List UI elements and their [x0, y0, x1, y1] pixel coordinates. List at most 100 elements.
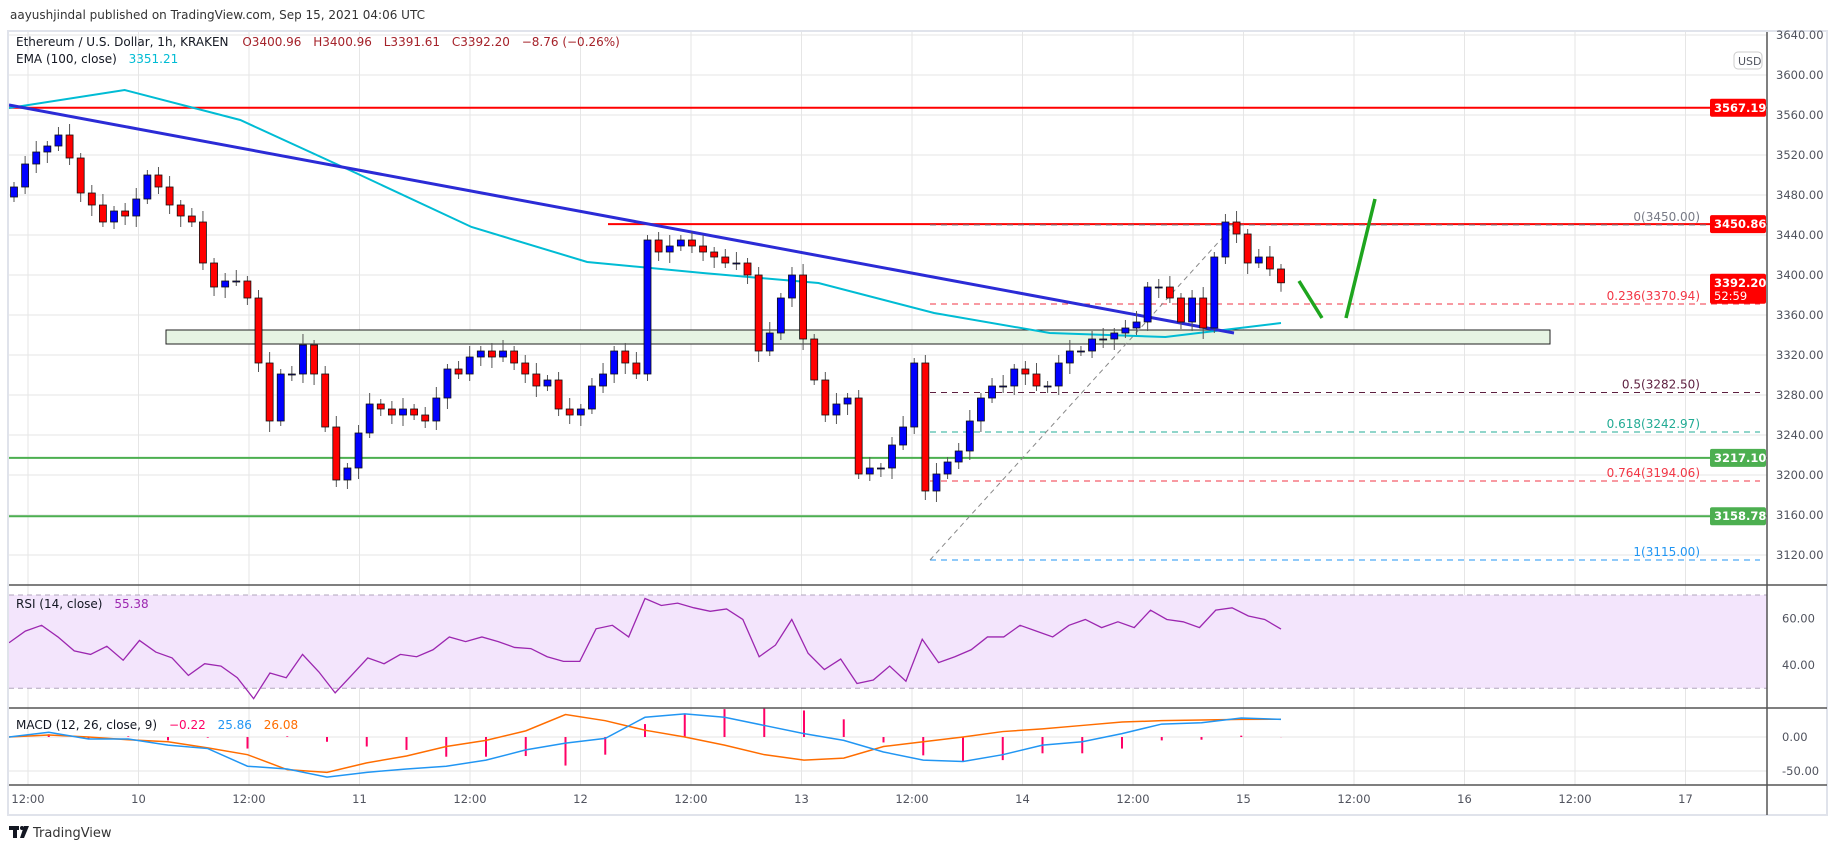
candle-body-up: [765, 332, 774, 352]
candle: [910, 358, 919, 434]
candle: [465, 346, 474, 381]
candle-body-down: [821, 379, 830, 416]
candle-body-up: [954, 450, 963, 463]
macd-legend[interactable]: MACD (12, 26, close, 9) −0.22 25.86 26.0…: [16, 718, 298, 732]
candle: [710, 247, 719, 268]
candle-body-down: [1243, 233, 1252, 264]
candle-body-down: [532, 373, 541, 387]
candle-body-down: [1277, 268, 1285, 284]
price-axis[interactable]: 3640.00 3600.00 3560.00 3520.00 3480.00 3440.…: [1710, 28, 1824, 778]
tradingview-logo-icon: [9, 826, 29, 838]
rsi-pane[interactable]: [9, 594, 1767, 700]
ema-legend[interactable]: EMA (100, close) 3351.21: [16, 52, 178, 66]
time-tick-label: 13: [794, 792, 809, 806]
candle-body-down: [621, 350, 630, 364]
candle: [532, 363, 541, 397]
price-pane[interactable]: 0(3450.00) 0.236(3370.94) 0.5(3282.50) 0.61…: [9, 88, 1767, 561]
candle-body-up: [1154, 286, 1163, 289]
candle: [476, 346, 485, 366]
candle-body-up: [32, 151, 41, 165]
candle: [810, 334, 819, 385]
price-tick-label: 3160.00: [1776, 508, 1824, 522]
candle-body-down: [387, 408, 396, 416]
candle: [899, 416, 908, 450]
candle: [999, 375, 1008, 393]
price-tick-label: 3600.00: [1776, 68, 1824, 82]
candle: [743, 258, 752, 284]
price-tick-label: 3320.00: [1776, 348, 1824, 362]
candle: [65, 124, 74, 165]
rsi-legend[interactable]: RSI (14, close) 55.38: [16, 597, 149, 611]
candle-body-up: [465, 356, 474, 375]
candle-body-up: [132, 198, 141, 217]
candle-body-up: [1254, 256, 1263, 264]
candle-body-down: [699, 245, 707, 253]
rsi-label: RSI (14, close): [16, 597, 102, 611]
price-tick-label: 3560.00: [1776, 108, 1824, 122]
candle: [732, 252, 741, 270]
candle: [287, 366, 296, 381]
candle: [610, 346, 619, 383]
candle: [565, 398, 574, 424]
price-tick-label: 3480.00: [1776, 188, 1824, 202]
candle: [310, 340, 318, 385]
candle-body-down: [410, 408, 419, 416]
candle-body-up: [732, 262, 741, 265]
candle: [176, 200, 185, 227]
candle-body-up: [110, 210, 118, 223]
candle-body-down: [421, 414, 430, 422]
candle-body-up: [1143, 286, 1152, 323]
candle-body-up: [299, 344, 307, 375]
candle: [921, 355, 930, 500]
macd-signal-line: [9, 713, 1282, 774]
candle: [1221, 214, 1230, 264]
candle: [21, 156, 30, 194]
candle: [399, 398, 407, 426]
candle-body-down: [521, 362, 530, 375]
currency-button: [1733, 51, 1763, 70]
candle: [1243, 229, 1252, 274]
candle-body-up: [588, 385, 596, 410]
candle: [721, 249, 730, 268]
candle-body-up: [788, 274, 796, 299]
macd-pane[interactable]: [9, 708, 1282, 778]
ohlc-low: L3391.61: [384, 35, 440, 49]
tradingview-logo[interactable]: TradingView: [9, 826, 112, 841]
last-price-badge: [1710, 273, 1766, 304]
candle-body-down: [510, 350, 519, 364]
candle-body-down: [754, 274, 763, 352]
candle: [854, 390, 863, 479]
candle-body-down: [165, 186, 174, 206]
candle-body-up: [1110, 332, 1119, 340]
candle: [421, 407, 430, 428]
candle: [132, 188, 141, 227]
candle: [865, 457, 874, 481]
price-label-badge: [1710, 448, 1766, 467]
candle: [1032, 363, 1041, 391]
candle: [621, 343, 630, 374]
time-axis[interactable]: 12:00 10 12:00 11 12:00 12 12:00 13 12:00 14 12:00…: [11, 792, 1692, 806]
rsi-band: [9, 595, 1767, 689]
time-tick-label: 12:00: [1558, 792, 1591, 806]
macd-line: [9, 713, 1282, 778]
candle-body-up: [1132, 321, 1141, 329]
currency-label: USD: [1738, 55, 1762, 68]
candle-body-down: [265, 362, 274, 422]
candle-body-down: [1177, 297, 1185, 323]
candle-body-up: [943, 461, 952, 475]
rsi-value: 55.38: [114, 597, 148, 611]
candle: [699, 235, 707, 261]
candle: [1110, 328, 1119, 350]
candle: [299, 334, 307, 383]
candle: [376, 399, 385, 416]
price-label-badge: [1710, 98, 1766, 117]
candle: [943, 457, 952, 479]
candle: [754, 267, 763, 362]
price-tick-label: 3400.00: [1776, 268, 1824, 282]
candle: [521, 355, 530, 383]
price-tick-label: 3440.00: [1776, 228, 1824, 242]
macd-hist-value: −0.22: [169, 718, 206, 732]
candle: [576, 404, 585, 426]
candle-body-down: [710, 251, 719, 258]
